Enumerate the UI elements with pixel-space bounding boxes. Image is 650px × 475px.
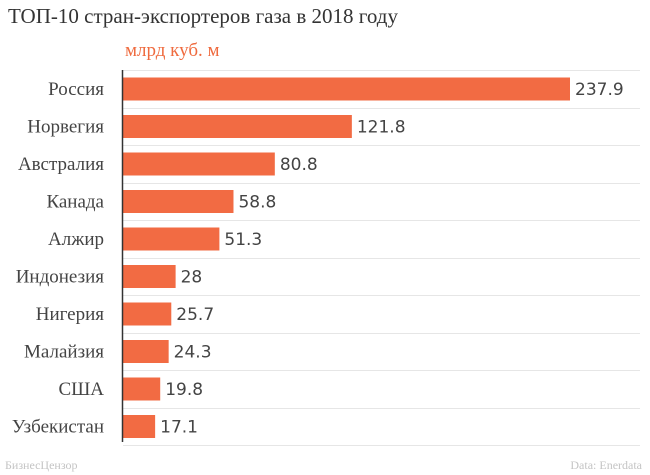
- bar-6: [123, 302, 172, 326]
- category-label: Канада: [46, 192, 104, 213]
- value-label: 237.9: [575, 80, 624, 100]
- category-label: Россия: [48, 79, 104, 100]
- value-label: 25.7: [176, 305, 214, 325]
- value-label: 58.8: [238, 193, 276, 213]
- category-label: США: [58, 379, 104, 400]
- source-label: Data: Enerdata: [570, 458, 642, 472]
- category-label: Индонезия: [16, 267, 105, 288]
- bar-9: [123, 415, 156, 438]
- value-label: 17.1: [160, 418, 198, 438]
- unit-label: млрд куб. м: [125, 40, 220, 61]
- bar-4: [123, 227, 220, 251]
- value-label: 19.8: [165, 380, 203, 400]
- category-label: Алжир: [48, 229, 104, 250]
- category-label: Нигерия: [36, 304, 105, 325]
- bar-1: [123, 115, 352, 138]
- bar-2: [123, 152, 275, 176]
- category-label: Узбекистан: [12, 417, 104, 438]
- value-label: 51.3: [224, 230, 262, 250]
- chart-title: ТОП-10 стран-экспортеров газа в 2018 год…: [8, 4, 398, 28]
- category-label: Малайзия: [24, 342, 104, 363]
- category-label: Австралия: [18, 154, 104, 175]
- bar-3: [123, 190, 234, 213]
- category-label: Норвегия: [27, 117, 104, 138]
- value-label: 121.8: [357, 118, 406, 138]
- brand-watermark: БизнесЦензор: [5, 458, 78, 472]
- bar-8: [123, 377, 161, 401]
- value-label: 28: [181, 268, 203, 288]
- bar-5: [123, 265, 176, 288]
- bar-0: [123, 77, 570, 101]
- bar-7: [123, 340, 169, 363]
- value-label: 80.8: [280, 155, 318, 175]
- value-label: 24.3: [174, 343, 212, 363]
